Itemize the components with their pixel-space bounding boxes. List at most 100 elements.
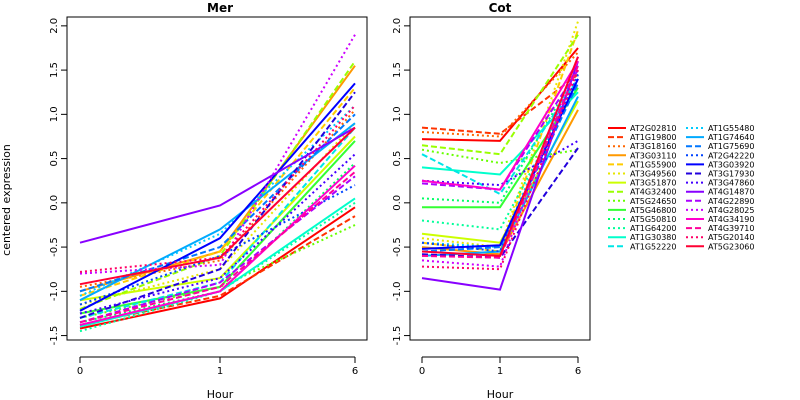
panel-title-cot: Cot (489, 1, 512, 15)
y-axis-label: centered expression (0, 144, 13, 256)
series-line-at3g47860-mer (79, 153, 356, 315)
legend-label-at5g23060: AT5G23060 (708, 242, 754, 251)
plot-frame-cot (409, 16, 591, 341)
legend: AT2G02810AT1G19800AT3G18160AT3G03110AT1G… (608, 124, 754, 251)
series-lines-cot (421, 21, 579, 291)
legend-label-at1g52220: AT1G52220 (630, 242, 676, 251)
x-axis-cot: 0 1 6 (419, 356, 581, 377)
legend-label-at3g47860: AT3G47860 (708, 179, 754, 188)
legend-label-at4g14870: AT4G14870 (708, 188, 754, 197)
series-line-at5g24650-cot (421, 148, 579, 165)
series-line-at1g74640-cot (421, 96, 579, 257)
series-line-at4g32400-mer (79, 60, 356, 310)
series-line-at3g18160-cot (421, 51, 579, 138)
legend-label-at2g42220: AT2G42220 (708, 151, 754, 160)
x-axis-mer: 0 1 6 (77, 356, 358, 377)
series-line-at3g03920-mer (79, 82, 356, 312)
y-tick-label-cot: 2.0 (392, 18, 403, 34)
series-line-at4g22890-cot (421, 69, 579, 191)
legend-label-at1g64200: AT1G64200 (630, 224, 676, 233)
legend-label-at3g49560: AT3G49560 (630, 170, 676, 179)
legend-label-at1g75690: AT1G75690 (708, 142, 754, 151)
series-line-at3g03920-cot (421, 78, 579, 250)
panel-mer: Mer -1.5 -1.0 -0.5 0.0 0.5 1.0 1.5 2.0 0 1 6 Hour (49, 1, 368, 400)
y-tick-label-mer: -1.5 (49, 326, 60, 346)
legend-label-at5g50810: AT5G50810 (630, 215, 676, 224)
series-line-at2g42220-cot (421, 74, 579, 253)
y-tick-label-cot: 1.0 (392, 106, 403, 122)
series-line-at1g30380-cot (421, 91, 579, 176)
series-line-at4g14870-cot (421, 60, 579, 291)
y-tick-label-mer: -0.5 (49, 237, 60, 257)
y-tick-label-cot: -1.0 (392, 282, 403, 302)
y-tick-label-mer: 0.5 (49, 151, 60, 167)
series-lines-mer (79, 34, 356, 333)
x-tick-label-cot: 6 (575, 366, 581, 377)
legend-label-at3g03110: AT3G03110 (630, 151, 676, 160)
series-line-at3g17930-mer (79, 91, 356, 319)
x-axis-label-cot: Hour (487, 388, 514, 400)
series-line-at1g74640-mer (79, 122, 356, 302)
series-line-at4g34190-mer (79, 164, 356, 326)
series-line-at1g64200-cot (421, 82, 579, 231)
legend-label-at4g22890: AT4G22890 (708, 197, 754, 206)
y-tick-label-cot: -1.5 (392, 326, 403, 346)
y-axis-cot: -1.5 -1.0 -0.5 0.0 0.5 1.0 1.5 2.0 (392, 18, 411, 346)
legend-label-at2g02810: AT2G02810 (630, 124, 676, 133)
y-tick-label-mer: 1.5 (49, 62, 60, 78)
series-line-at5g23060-cot (421, 56, 579, 257)
series-line-at4g28025-mer (79, 34, 356, 275)
legend-label-at3g51870: AT3G51870 (630, 179, 676, 188)
series-line-at3g51870-mer (79, 135, 356, 302)
y-tick-label-cot: 0.0 (392, 195, 403, 211)
y-tick-label-cot: -0.5 (392, 237, 403, 257)
series-line-at3g18160-mer (79, 109, 356, 288)
series-line-at3g49560-cot (421, 21, 579, 249)
series-line-at5g20140-cot (421, 69, 579, 271)
legend-label-at1g74640: AT1G74640 (708, 133, 754, 142)
legend-label-at3g17930: AT3G17930 (708, 170, 754, 179)
series-line-at4g34190-cot (421, 60, 579, 191)
legend-label-at5g46800: AT5G46800 (630, 206, 676, 215)
legend-label-at1g19800: AT1G19800 (630, 133, 676, 142)
x-tick-label-cot: 0 (419, 366, 425, 377)
legend-label-at1g30380: AT1G30380 (630, 233, 676, 242)
y-tick-label-cot: 0.5 (392, 151, 403, 167)
series-line-at4g14870-mer (79, 126, 356, 244)
legend-label-at1g55480: AT1G55480 (708, 124, 754, 133)
series-line-at4g28025-cot (421, 56, 579, 268)
legend-label-at5g20140: AT5G20140 (708, 233, 754, 242)
panel-cot: Cot -1.5 -1.0 -0.5 0.0 0.5 1.0 1.5 2.0 0 1 6 Hour (392, 1, 591, 400)
legend-label-at4g39710: AT4G39710 (708, 224, 754, 233)
y-axis-mer: -1.5 -1.0 -0.5 0.0 0.5 1.0 1.5 2.0 (49, 18, 68, 346)
series-line-at4g32400-cot (421, 34, 579, 156)
legend-label-at4g28025: AT4G28025 (708, 206, 754, 215)
x-axis-label-mer: Hour (207, 388, 234, 400)
legend-label-at3g03920: AT3G03920 (708, 160, 754, 169)
series-line-at1g52220-cot (421, 78, 579, 196)
y-tick-label-mer: 1.0 (49, 106, 60, 122)
y-tick-label-cot: 1.5 (392, 62, 403, 78)
legend-label-at1g55900: AT1G55900 (630, 160, 676, 169)
series-line-at3g47860-cot (421, 140, 579, 187)
series-line-at4g39710-cot (421, 65, 579, 259)
panel-title-mer: Mer (207, 1, 233, 15)
y-tick-label-mer: 0.0 (49, 195, 60, 211)
plot-frame-mer (66, 16, 368, 341)
y-tick-label-mer: -1.0 (49, 282, 60, 302)
x-tick-label-mer: 0 (77, 366, 83, 377)
series-line-at1g30380-mer (79, 197, 356, 328)
x-tick-label-mer: 6 (352, 366, 358, 377)
series-line-at1g75690-mer (79, 113, 356, 293)
series-line-at5g23060-mer (79, 126, 356, 286)
x-tick-label-mer: 1 (217, 366, 223, 377)
series-line-at2g02810-mer (79, 206, 356, 330)
y-tick-label-mer: 2.0 (49, 18, 60, 34)
x-tick-label-cot: 1 (497, 366, 503, 377)
legend-label-at5g24650: AT5G24650 (630, 197, 676, 206)
series-line-at1g55900-mer (79, 87, 356, 297)
series-line-at1g55480-cot (421, 65, 579, 249)
legend-label-at3g18160: AT3G18160 (630, 142, 676, 151)
series-line-at5g50810-cot (421, 69, 579, 204)
